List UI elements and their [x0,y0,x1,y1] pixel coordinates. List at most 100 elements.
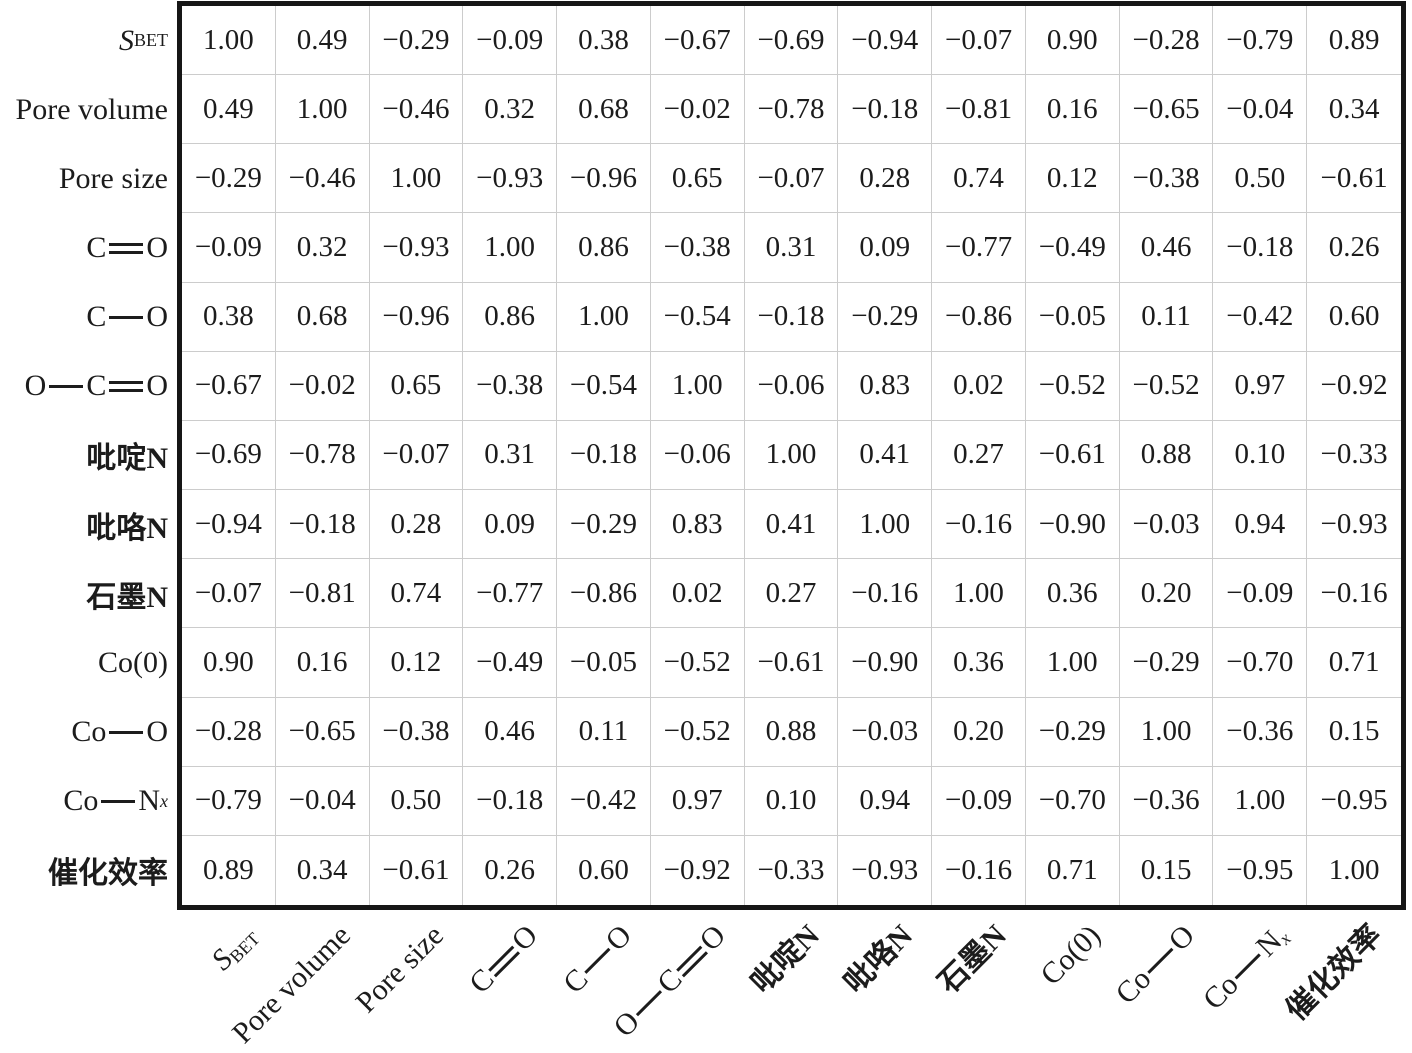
matrix-cell-r9c7: 0.27 [744,559,839,629]
matrix-cell-r9c4: −0.77 [463,559,558,629]
matrix-cell-r9c5: −0.86 [557,559,651,629]
matrix-cell-r2c2: 1.00 [275,75,370,145]
matrix-cell-r1c11: −0.28 [1119,6,1214,76]
double-bond-icon [488,945,521,977]
matrix-cell-r1c1: 1.00 [182,6,276,76]
matrix-cell-r10c11: −0.29 [1119,628,1214,698]
matrix-cell-r1c5: 0.38 [557,6,651,76]
matrix-cell-r8c10: −0.90 [1025,490,1120,560]
matrix-cell-r11c10: −0.29 [1025,697,1120,767]
matrix-cell-r3c6: 0.65 [650,144,745,214]
matrix-cell-r13c7: −0.33 [744,835,839,905]
matrix-cell-r9c10: 0.36 [1025,559,1120,629]
single-bond-icon [636,990,663,1017]
single-bond-icon [109,315,144,319]
matrix-cell-r11c11: 1.00 [1119,697,1214,767]
matrix-cell-r8c3: 0.28 [369,490,464,560]
matrix-cell-r6c9: 0.02 [932,351,1026,421]
matrix-cell-r10c13: 0.71 [1307,628,1401,698]
matrix-cell-r11c3: −0.38 [369,697,464,767]
matrix-cell-r4c11: 0.46 [1119,213,1214,283]
matrix-cell-r5c12: −0.42 [1213,282,1308,352]
matrix-cell-r8c1: −0.94 [182,490,276,560]
matrix-cell-r6c12: 0.97 [1213,351,1308,421]
matrix-cell-r11c8: −0.03 [838,697,933,767]
matrix-cell-r12c9: −0.09 [932,766,1026,836]
matrix-cell-r13c1: 0.89 [182,835,276,905]
matrix-cell-r10c7: −0.61 [744,628,839,698]
matrix-cell-r10c8: −0.90 [838,628,933,698]
matrix-cell-r12c7: 0.10 [744,766,839,836]
matrix-cell-r3c10: 0.12 [1025,144,1120,214]
matrix-cell-r4c12: −0.18 [1213,213,1308,283]
matrix-cell-r5c13: 0.60 [1307,282,1401,352]
matrix-cell-r6c1: −0.67 [182,351,276,421]
matrix-cell-r7c13: −0.33 [1307,420,1401,491]
matrix-cell-r13c5: 0.60 [557,835,651,905]
matrix-cell-r1c13: 0.89 [1307,6,1401,76]
matrix-cell-r8c11: −0.03 [1119,490,1214,560]
matrix-cell-r9c3: 0.74 [369,559,464,629]
matrix-cell-r3c2: −0.46 [275,144,370,214]
matrix-cell-r3c9: 0.74 [932,144,1026,214]
matrix-cell-r7c2: −0.78 [275,420,370,491]
matrix-cell-r11c9: 0.20 [932,697,1026,767]
matrix-cell-r5c7: −0.18 [744,282,839,352]
matrix-cell-r5c9: −0.86 [932,282,1026,352]
matrix-cell-r7c12: 0.10 [1213,420,1308,491]
matrix-cell-r10c10: 1.00 [1025,628,1120,698]
matrix-cell-r6c7: −0.06 [744,351,839,421]
matrix-cell-r4c3: −0.93 [369,213,464,283]
matrix-cell-r13c6: −0.92 [650,835,745,905]
matrix-cell-r11c6: −0.52 [650,697,745,767]
matrix-cell-r7c8: 0.41 [838,420,933,491]
single-bond-icon [49,384,84,388]
matrix-cell-r2c4: 0.32 [463,75,558,145]
matrix-cell-r9c13: −0.16 [1307,559,1401,629]
matrix-cell-r5c1: 0.38 [182,282,276,352]
matrix-cell-r7c1: −0.69 [182,420,276,491]
matrix-cell-r1c8: −0.94 [838,6,933,76]
matrix-cell-r3c8: 0.28 [838,144,933,214]
matrix-cell-r8c7: 0.41 [744,490,839,560]
matrix-cell-r12c3: 0.50 [369,766,464,836]
matrix-cell-r7c5: −0.18 [557,420,651,491]
single-bond-icon [1235,953,1262,980]
matrix-cell-r13c2: 0.34 [275,835,370,905]
matrix-cell-r3c4: −0.93 [463,144,558,214]
matrix-cell-r4c10: −0.49 [1025,213,1120,283]
double-bond-icon [109,380,144,392]
matrix-cell-r3c11: −0.38 [1119,144,1214,214]
matrix-cell-r5c6: −0.54 [650,282,745,352]
matrix-cell-r10c1: 0.90 [182,628,276,698]
matrix-cell-r4c6: −0.38 [650,213,745,283]
matrix-cell-r8c2: −0.18 [275,490,370,560]
matrix-cell-r12c2: −0.04 [275,766,370,836]
matrix-cell-r8c12: 0.94 [1213,490,1308,560]
matrix-cell-r3c5: −0.96 [557,144,651,214]
matrix-cell-r11c1: −0.28 [182,697,276,767]
matrix-cell-r4c7: 0.31 [744,213,839,283]
matrix-cell-r6c6: 1.00 [650,351,745,421]
double-bond-icon [109,242,144,254]
row-label-13: 催化效率 [48,857,168,891]
matrix-cell-r5c2: 0.68 [275,282,370,352]
matrix-cell-r12c12: 1.00 [1213,766,1308,836]
single-bond-icon [101,799,136,803]
matrix-cell-r2c9: −0.81 [932,75,1026,145]
matrix-cell-r2c5: 0.68 [557,75,651,145]
matrix-cell-r13c12: −0.95 [1213,835,1308,905]
matrix-cell-r8c8: 1.00 [838,490,933,560]
matrix-cell-r8c13: −0.93 [1307,490,1401,560]
matrix-cell-r1c4: −0.09 [463,6,558,76]
row-label-10: Co(0) [98,645,168,679]
matrix-cell-r11c2: −0.65 [275,697,370,767]
matrix-cell-r13c11: 0.15 [1119,835,1214,905]
matrix-cell-r13c9: −0.16 [932,835,1026,905]
matrix-cell-r9c1: −0.07 [182,559,276,629]
matrix-cell-r4c5: 0.86 [557,213,651,283]
matrix-cell-r13c10: 0.71 [1025,835,1120,905]
matrix-cell-r11c7: 0.88 [744,697,839,767]
matrix-cell-r13c4: 0.26 [463,835,558,905]
